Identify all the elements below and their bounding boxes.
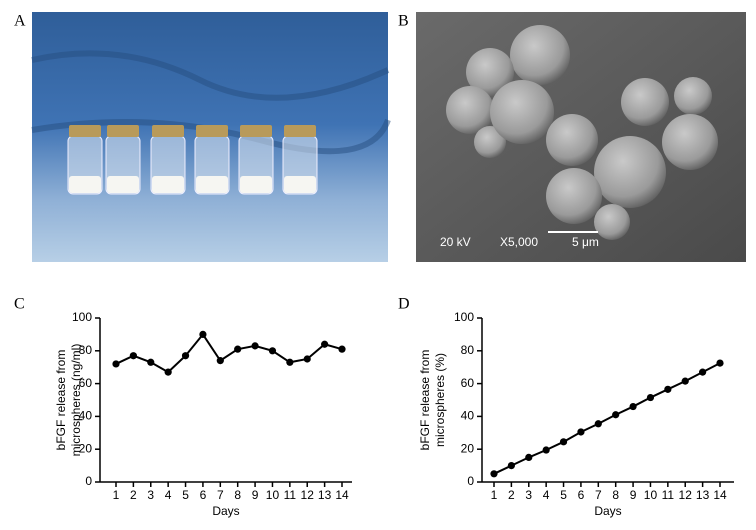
- data-point: [321, 340, 329, 348]
- data-point: [112, 360, 120, 368]
- x-tick-label: 6: [578, 488, 585, 502]
- data-point: [559, 438, 568, 446]
- x-tick-label: 1: [113, 488, 120, 502]
- y-tick-label: 0: [467, 474, 474, 488]
- powder: [69, 176, 101, 193]
- data-point: [594, 420, 602, 428]
- data-point: [577, 428, 585, 436]
- sem-label: 5 μm: [572, 235, 599, 249]
- y-tick-label: 0: [85, 474, 92, 488]
- y-tick-label: 40: [461, 409, 475, 423]
- y-axis-title: bFGF release from: [418, 350, 432, 451]
- data-point: [268, 347, 277, 355]
- data-point: [147, 358, 155, 366]
- panel-label: D: [398, 296, 410, 313]
- x-tick-label: 11: [284, 488, 297, 502]
- y-tick-label: 80: [461, 343, 475, 357]
- x-tick-label: 7: [217, 488, 224, 502]
- sem-label: X5,000: [500, 235, 538, 249]
- data-point: [490, 470, 498, 478]
- x-tick-label: 11: [662, 488, 675, 502]
- cap: [107, 125, 139, 137]
- powder: [284, 176, 316, 193]
- x-tick-label: 3: [147, 488, 154, 502]
- x-tick-label: 9: [252, 488, 259, 502]
- y-tick-label: 100: [454, 310, 474, 324]
- x-tick-label: 7: [595, 488, 602, 502]
- powder: [107, 176, 139, 193]
- y-axis-title: bFGF release from: [54, 350, 68, 451]
- data-point: [716, 359, 724, 367]
- x-tick-label: 12: [301, 488, 315, 502]
- data-point: [681, 377, 689, 385]
- y-tick-label: 60: [461, 376, 475, 390]
- x-tick-label: 1: [491, 488, 498, 502]
- cap: [196, 125, 228, 137]
- data-point: [338, 345, 346, 353]
- cap: [284, 125, 316, 137]
- x-tick-label: 10: [644, 488, 658, 502]
- y-axis-title: microspheres (ng/ml): [69, 344, 83, 457]
- y-tick-label: 100: [72, 310, 92, 324]
- panel-label: C: [14, 296, 25, 313]
- x-tick-label: 13: [696, 488, 710, 502]
- cap: [69, 125, 101, 137]
- powder: [240, 176, 272, 193]
- data-point: [234, 345, 242, 353]
- data-point: [251, 342, 259, 350]
- data-point: [286, 358, 294, 366]
- x-tick-label: 6: [200, 488, 207, 502]
- x-axis-title: Days: [594, 504, 621, 518]
- data-point: [664, 385, 672, 393]
- data-line: [115, 332, 343, 374]
- y-axis-title: microspheres (%): [433, 353, 447, 447]
- powder: [196, 176, 228, 193]
- x-tick-label: 9: [630, 488, 637, 502]
- y-tick-label: 20: [461, 441, 475, 455]
- data-point: [699, 368, 707, 376]
- data-point: [216, 357, 224, 365]
- x-axis-title: Days: [212, 504, 239, 518]
- data-point: [181, 352, 190, 360]
- data-point: [646, 393, 655, 402]
- sem-image: 20 kV X5,000 5 μm: [416, 12, 746, 262]
- data-point: [629, 402, 637, 411]
- powder: [152, 176, 184, 193]
- x-tick-label: 14: [713, 488, 727, 502]
- data-point: [199, 330, 207, 338]
- data-point: [542, 446, 550, 454]
- cap: [152, 125, 184, 137]
- x-tick-label: 14: [335, 488, 349, 502]
- data-point: [129, 352, 137, 360]
- data-point: [507, 462, 515, 470]
- x-tick-label: 2: [508, 488, 515, 502]
- x-tick-label: 4: [543, 488, 550, 502]
- y-tick-label: 80: [79, 343, 93, 357]
- x-tick-label: 4: [165, 488, 172, 502]
- x-tick-label: 5: [182, 488, 189, 502]
- panel-label: B: [398, 13, 409, 30]
- x-tick-label: 5: [560, 488, 567, 502]
- panel-label: A: [14, 13, 26, 30]
- x-tick-label: 13: [318, 488, 332, 502]
- y-tick-label: 40: [79, 409, 93, 423]
- data-point: [164, 368, 172, 376]
- x-tick-label: 3: [525, 488, 532, 502]
- data-point: [303, 355, 311, 363]
- photo-vials: [31, 12, 391, 262]
- x-tick-label: 2: [130, 488, 137, 502]
- sem-label: 20 kV: [440, 235, 471, 249]
- data-point: [525, 453, 533, 461]
- x-tick-label: 10: [266, 488, 280, 502]
- x-tick-label: 8: [234, 488, 241, 502]
- x-tick-label: 8: [612, 488, 619, 502]
- data-point: [612, 411, 620, 419]
- x-tick-label: 12: [679, 488, 693, 502]
- y-tick-label: 60: [79, 376, 93, 390]
- y-tick-label: 20: [79, 441, 93, 455]
- cap: [240, 125, 272, 137]
